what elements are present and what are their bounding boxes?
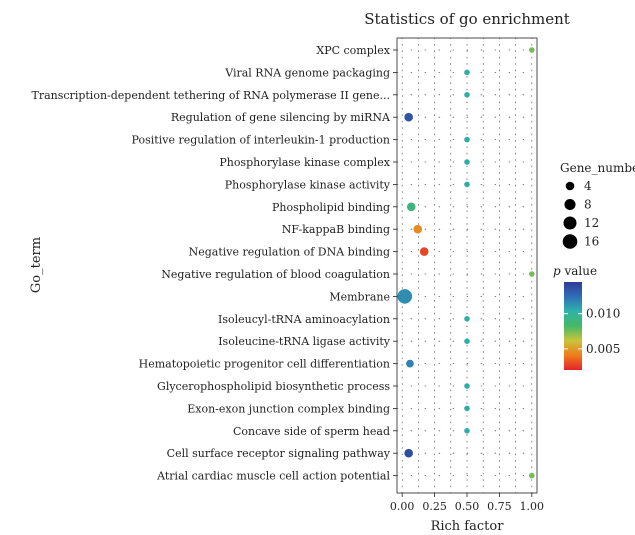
category-label: Isoleucine-tRNA ligase activity — [218, 335, 391, 348]
x-tick-label: 1.00 — [520, 500, 545, 513]
category-label: Transcription-dependent tethering of RNA… — [32, 89, 390, 102]
category-label: Isoleucyl-tRNA aminoacylation — [218, 313, 390, 326]
x-axis-label: Rich factor — [431, 519, 505, 534]
color-legend-title: p value — [553, 264, 597, 278]
category-label: Glycerophospholipid biosynthetic process — [157, 380, 390, 393]
data-points — [397, 47, 535, 479]
size-legend-dot — [563, 216, 577, 230]
category-label: Negative regulation of blood coagulation — [161, 268, 390, 281]
data-point — [397, 289, 413, 304]
x-axis-ticks: 0.00 0.25 0.50 0.75 1.00 — [390, 493, 544, 513]
y-axis-label: Go_term — [29, 237, 44, 293]
category-label: Phosphorylase kinase activity — [225, 178, 391, 191]
chart-title: Statistics of go enrichment — [364, 10, 570, 28]
data-point — [464, 428, 470, 434]
x-tick-label: 0.75 — [487, 500, 512, 513]
data-point — [464, 316, 470, 322]
data-point — [464, 92, 470, 98]
x-tick-label: 0.50 — [455, 500, 480, 513]
data-point — [464, 159, 470, 165]
data-point — [464, 383, 470, 389]
x-tick-label: 0.25 — [422, 500, 447, 513]
plot-panel — [396, 37, 538, 494]
data-point — [464, 405, 470, 412]
size-legend-dot — [562, 234, 578, 249]
category-label: Phospholipid binding — [272, 201, 390, 214]
color-legend-title-rest: value — [561, 264, 597, 278]
data-point — [413, 224, 423, 234]
category-label: Regulation of gene silencing by miRNA — [171, 111, 391, 124]
category-label: Viral RNA genome packaging — [224, 66, 390, 79]
category-label: Atrial cardiac muscle cell action potent… — [156, 470, 390, 483]
x-tick-label: 0.00 — [390, 500, 415, 513]
data-point — [464, 136, 470, 143]
data-point — [406, 202, 416, 212]
size-legend-label: 4 — [584, 179, 592, 193]
color-bar — [564, 282, 582, 370]
data-point — [529, 472, 535, 479]
category-label: Negative regulation of DNA binding — [189, 246, 390, 259]
data-point — [464, 69, 470, 76]
data-point — [419, 247, 429, 256]
data-point — [529, 271, 535, 277]
size-legend-dot — [565, 181, 575, 191]
category-label: Exon-exon junction complex binding — [187, 402, 390, 415]
category-labels: XPC complex Viral RNA genome packaging Tra… — [32, 44, 392, 483]
category-label: XPC complex — [316, 44, 390, 57]
category-label: Phosphorylase kinase complex — [219, 156, 390, 169]
y-axis-ticks — [393, 49, 397, 477]
category-label: Cell surface receptor signaling pathway — [167, 447, 391, 460]
color-legend: p value 0.005 0.010 — [553, 264, 620, 370]
size-legend-label: 12 — [584, 216, 599, 230]
size-legend-label: 8 — [584, 198, 592, 212]
category-label: Membrane — [329, 290, 390, 303]
category-label: NF-kappaB binding — [282, 223, 390, 236]
color-legend-label: 0.005 — [586, 342, 620, 356]
data-point — [406, 359, 414, 368]
category-label: Hematopoietic progenitor cell differenti… — [139, 358, 390, 371]
size-legend-label: 16 — [584, 235, 599, 249]
size-legend-dot — [564, 198, 576, 211]
size-legend-title: Gene_number — [560, 161, 635, 175]
size-legend: Gene_number 4 8 12 16 — [560, 161, 635, 249]
color-legend-label: 0.010 — [586, 307, 620, 321]
data-point — [404, 448, 413, 458]
data-point — [529, 47, 535, 53]
data-point — [464, 338, 470, 345]
data-point — [404, 112, 413, 122]
category-label: Concave side of sperm head — [233, 425, 390, 438]
category-label: Positive regulation of interleukin-1 pro… — [132, 134, 390, 147]
color-legend-title-p: p — [553, 264, 561, 278]
data-point — [464, 181, 470, 188]
